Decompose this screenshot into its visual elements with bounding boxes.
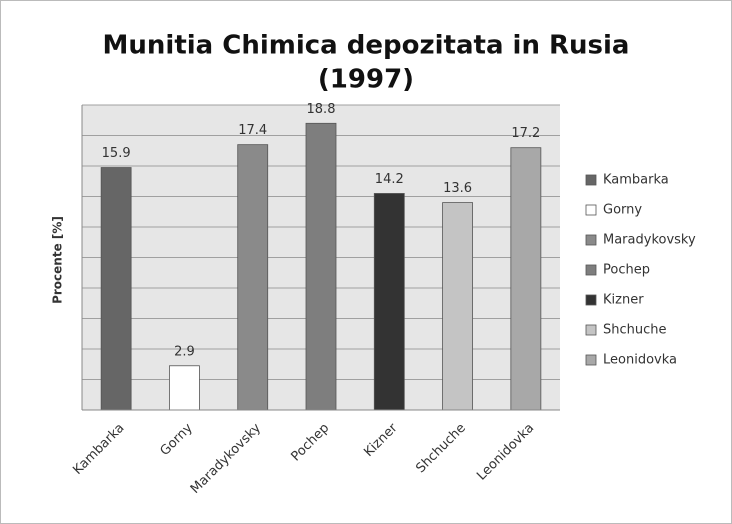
bar [305,122,337,411]
legend-label: Shchuche [603,323,667,338]
bar [169,365,200,411]
bar [510,147,542,411]
data-label: 15.9 [102,146,131,161]
legend-label: Kambarka [603,173,669,188]
data-label: 13.6 [443,181,472,196]
legend-label: Leonidovka [603,353,677,368]
data-label: 14.2 [375,172,404,187]
chart-title: Munitia Chimica depozitata in Rusia [103,31,630,61]
legend-label: Maradykovsky [603,233,696,248]
data-label: 17.4 [238,123,267,138]
legend-label: Kizner [603,293,644,308]
data-label: 2.9 [174,344,195,359]
legend-label: Pochep [603,263,650,278]
data-label: 17.2 [511,126,540,141]
chart-subtitle: (1997) [318,65,414,95]
bar [100,167,132,411]
legend-swatch [585,354,597,366]
bar [442,202,473,411]
y-axis-label: Procente [%] [51,216,65,304]
legend-swatch [585,264,597,276]
legend-swatch [585,324,597,336]
bar [373,193,405,411]
data-label: 18.8 [307,102,336,117]
legend-swatch [585,204,597,216]
legend-swatch [585,234,597,246]
legend-label: Gorny [603,203,642,218]
bar [237,144,269,411]
legend-swatch [585,174,597,186]
legend-swatch [585,294,597,306]
